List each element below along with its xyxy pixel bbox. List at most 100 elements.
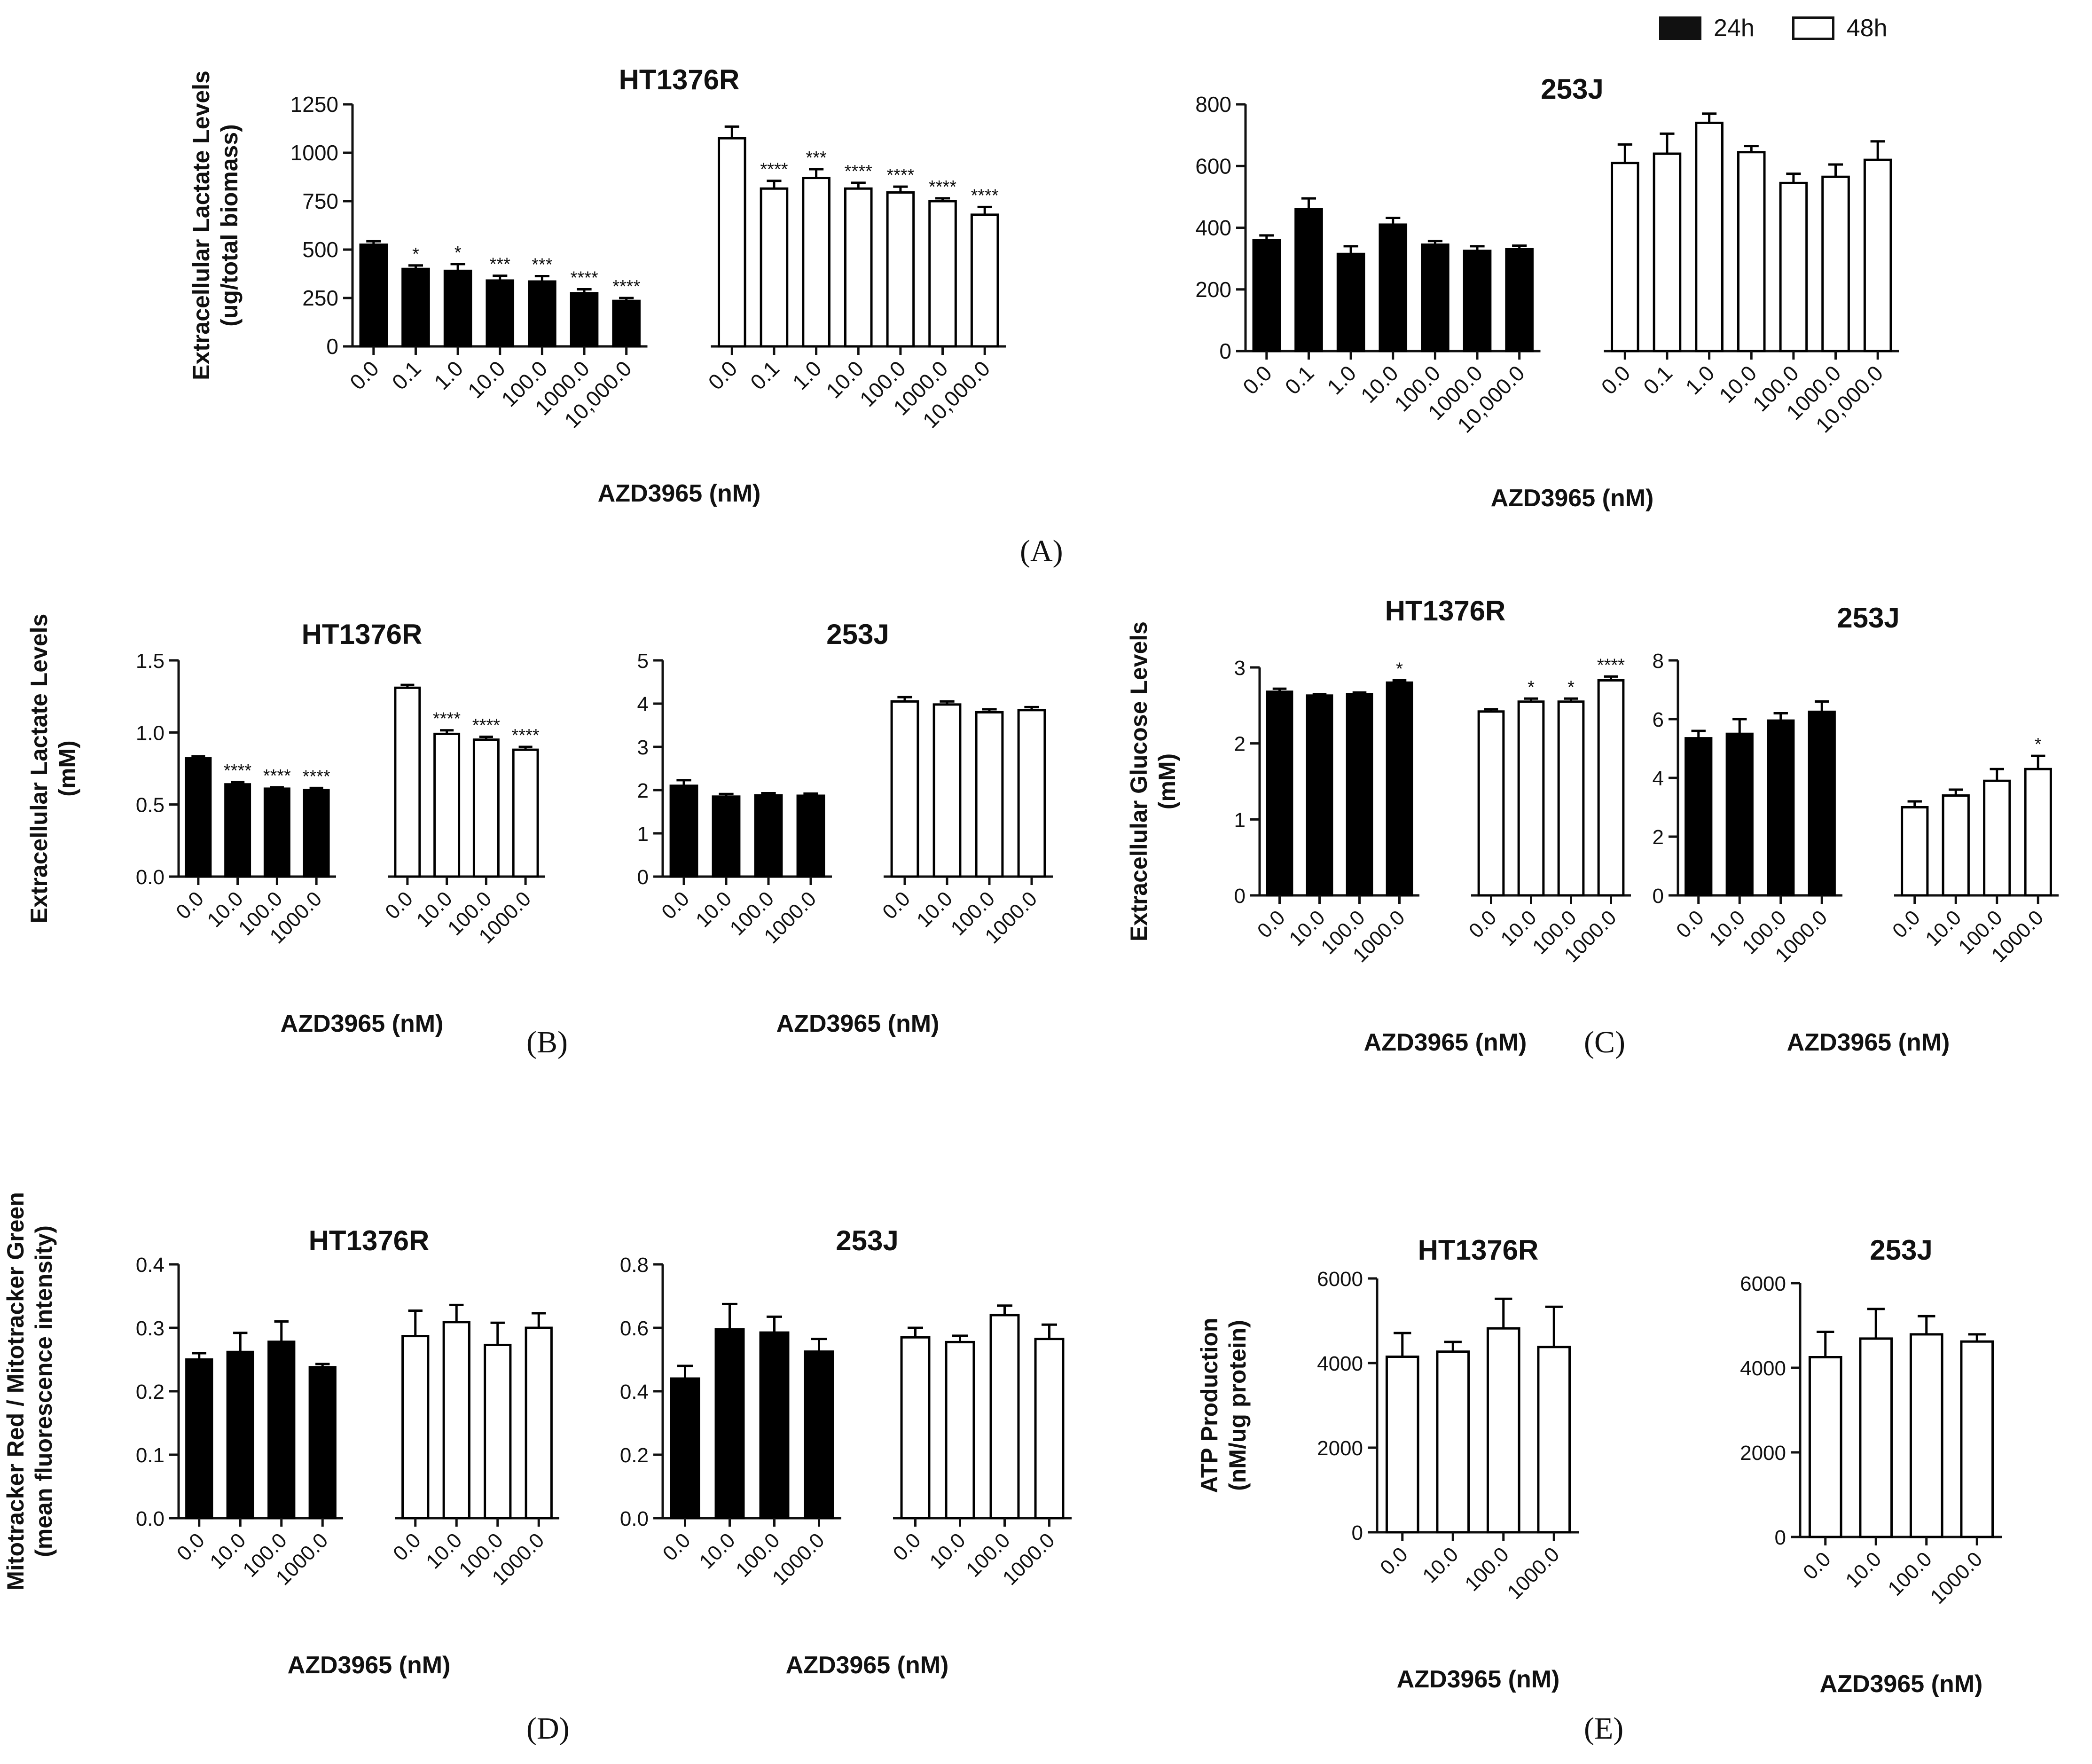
y-tick-label: 0 — [1775, 1526, 1786, 1549]
y-tick-label: 0 — [637, 866, 649, 889]
bar — [394, 686, 421, 878]
bar — [185, 757, 212, 878]
bar — [804, 1350, 834, 1520]
y-tick-label: 6000 — [1740, 1272, 1786, 1295]
x-tick-label: 1.0 — [429, 356, 468, 394]
bar — [401, 1335, 430, 1520]
y-axis-label-line: (mM) — [1154, 753, 1180, 809]
y-tick-label: 2000 — [1317, 1437, 1363, 1460]
significance-label: *** — [806, 148, 827, 168]
bar — [1767, 719, 1795, 897]
bar — [1653, 152, 1682, 353]
x-tick-label: 1.0 — [788, 356, 826, 394]
bar — [612, 299, 641, 348]
y-axis-label-line: Extracellular Glucose Levels — [1126, 621, 1152, 941]
bar — [1385, 1356, 1419, 1534]
y-tick-label: 0.3 — [136, 1317, 165, 1340]
significance-label: **** — [760, 160, 788, 180]
chart-e-ht1376r: HT1376R 0 2000 4000 6000 ATP Production (nM/ug… — [1196, 1234, 1579, 1693]
y-tick-label: 0.6 — [620, 1317, 649, 1340]
y-tick-label: 0.0 — [136, 866, 165, 889]
y-axis-label-line: Extracellular Lactate Levels — [188, 71, 214, 380]
y-tick-label: 0.2 — [620, 1444, 649, 1467]
y-tick-label: 0 — [1653, 885, 1664, 908]
y-tick-label: 0 — [326, 334, 338, 359]
y-axis-label: ATP Production (nM/ug protein) — [1196, 1317, 1251, 1493]
y-tick-label: 0 — [1234, 885, 1246, 908]
bar — [570, 292, 599, 348]
y-axis-label-line: ATP Production — [1196, 1317, 1222, 1493]
y-tick-label: 0 — [1352, 1521, 1363, 1544]
y-axis-label: Extracellular Lactate Levels (ug/total bi… — [188, 71, 243, 380]
panel-label-b: (B) — [526, 1025, 568, 1059]
significance-label: * — [1396, 659, 1403, 679]
x-axis-label: AZD3965 (nM) — [1820, 1670, 1983, 1698]
bar — [928, 200, 957, 348]
bar — [1336, 252, 1365, 353]
bar — [263, 787, 290, 878]
bar — [890, 700, 919, 878]
y-tick-label: 750 — [302, 189, 338, 213]
bar — [754, 794, 783, 878]
x-tick-label: 0.1 — [1638, 361, 1677, 399]
bar — [226, 1350, 254, 1520]
bar — [1685, 737, 1713, 897]
bar — [1379, 223, 1408, 353]
bar — [1901, 806, 1929, 897]
legend-item-24h: 24h — [1659, 14, 1755, 42]
x-tick-label: 0.0 — [172, 887, 208, 924]
y-axis-label-line: (nM/ug protein) — [1224, 1320, 1251, 1491]
y-tick-label: 2 — [1234, 733, 1246, 756]
x-tick-label: 0.1 — [1280, 361, 1319, 399]
bar — [670, 1377, 700, 1520]
y-tick-label: 2000 — [1740, 1442, 1786, 1465]
chart-title: HT1376R — [1385, 595, 1506, 627]
y-axis-label-line: (ug/total biomass) — [216, 124, 243, 327]
bar — [1863, 158, 1892, 353]
bar — [1346, 693, 1373, 897]
bar — [759, 1331, 790, 1520]
bar — [1695, 121, 1724, 353]
bar — [669, 784, 698, 878]
y-tick-label: 0 — [1219, 339, 1231, 363]
bar — [945, 1341, 975, 1520]
bar — [1294, 208, 1323, 353]
bar — [932, 703, 962, 878]
bar — [989, 1314, 1020, 1520]
y-tick-label: 5 — [637, 650, 649, 673]
x-tick-label: 0.0 — [389, 1529, 425, 1565]
significance-label: **** — [224, 761, 251, 781]
y-tick-label: 4 — [637, 693, 649, 716]
y-tick-label: 4 — [1653, 767, 1664, 790]
x-tick-label: 0.0 — [1888, 906, 1925, 942]
y-axis-label: Extracellular Glucose Levels (mM) — [1126, 621, 1180, 941]
bar — [1017, 709, 1046, 878]
y-tick-label: 500 — [302, 237, 338, 262]
chart-title: 253J — [836, 1225, 898, 1256]
x-axis-label: AZD3965 (nM) — [1364, 1029, 1527, 1056]
bar — [1537, 1346, 1571, 1534]
bar — [970, 213, 999, 348]
y-tick-label: 1 — [1234, 808, 1246, 831]
bar — [1034, 1338, 1065, 1520]
chart-title: 253J — [1541, 73, 1603, 105]
significance-label: **** — [971, 186, 999, 205]
bar — [796, 794, 825, 878]
bar — [512, 748, 539, 878]
y-tick-label: 0.2 — [136, 1380, 165, 1403]
x-tick-label: 0.0 — [381, 887, 417, 924]
x-tick-label: 0.0 — [1238, 361, 1277, 399]
y-tick-label: 2 — [637, 779, 649, 802]
y-tick-label: 0.4 — [136, 1254, 165, 1277]
bar — [1808, 1356, 1842, 1538]
x-tick-label: 0.0 — [878, 887, 915, 924]
y-tick-label: 1.0 — [136, 721, 165, 745]
bar — [886, 191, 915, 348]
x-tick-label: 1000.0 — [1503, 1543, 1564, 1604]
bar — [1611, 162, 1639, 353]
x-tick-label: 0.0 — [1799, 1547, 1835, 1584]
significance-label: **** — [433, 709, 461, 729]
y-axis-label-line: Mitotracker Red / Mitotracker Green — [2, 1192, 29, 1591]
